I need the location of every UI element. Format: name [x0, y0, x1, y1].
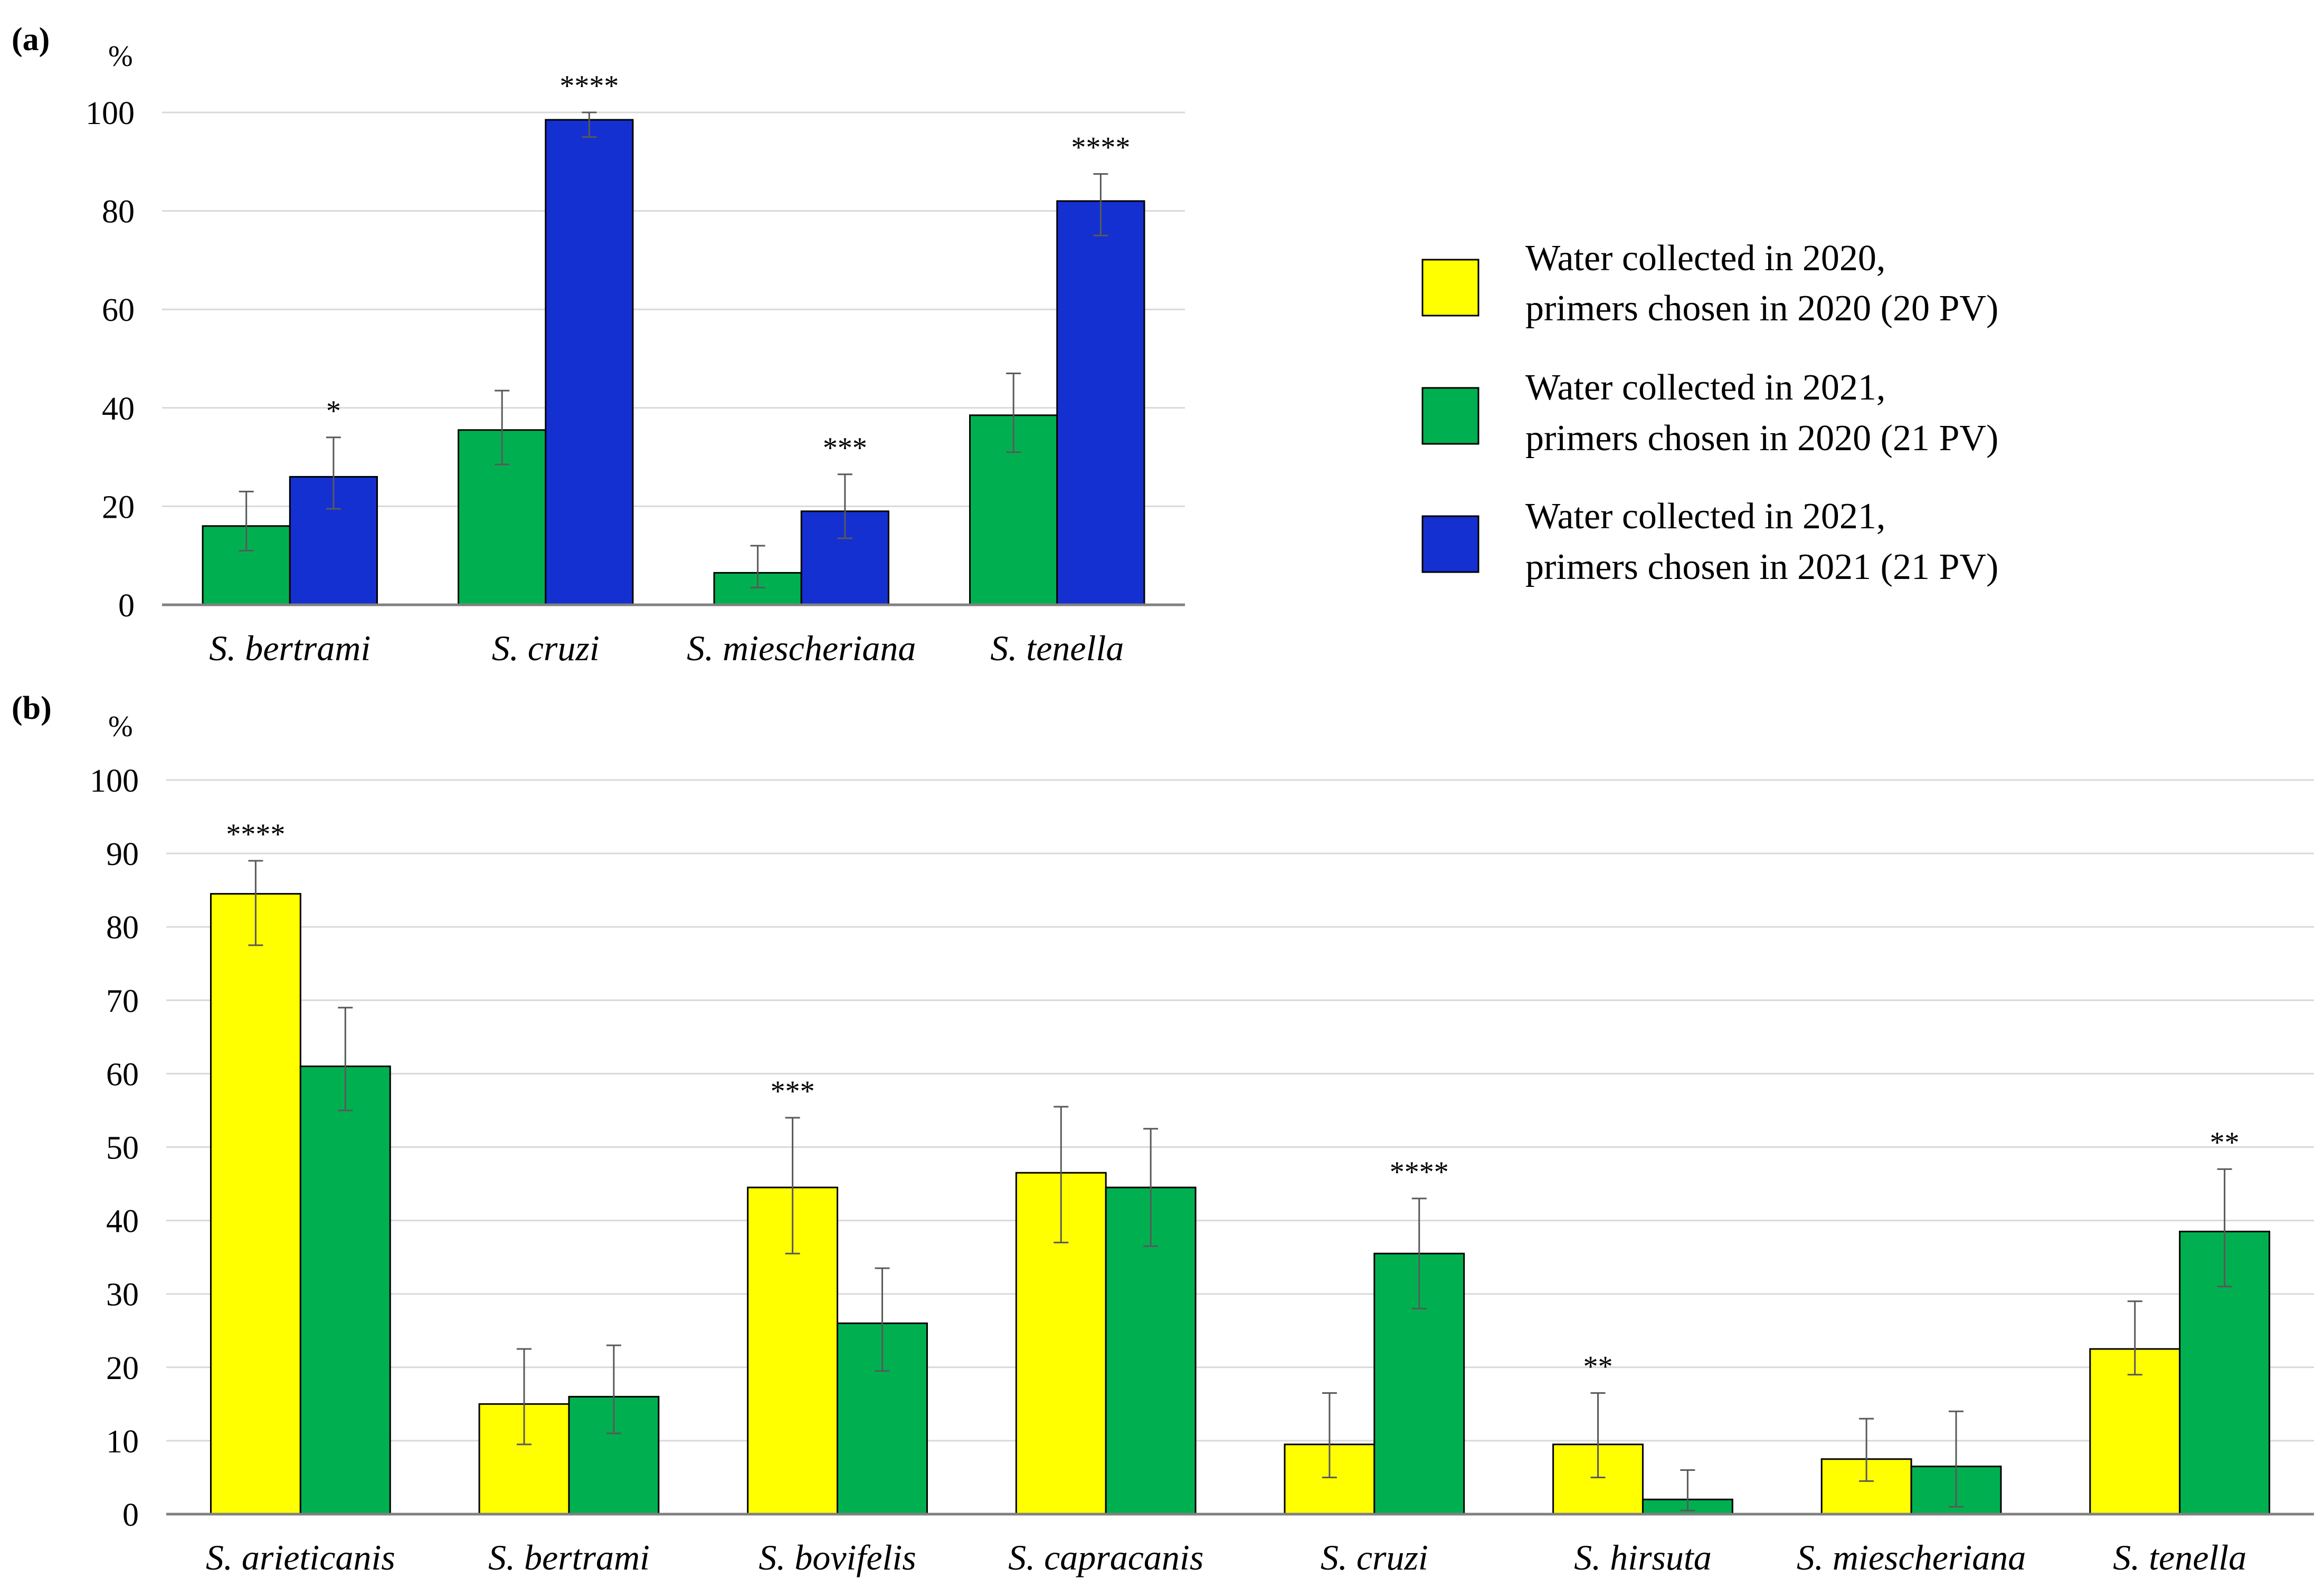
legend-item-2021-2021: Water collected in 2021, primers chosen …	[1421, 496, 1998, 587]
legend-item-line1: Water collected in 2021,	[1525, 496, 1885, 537]
significance-label: ****	[226, 818, 285, 851]
x-tick-label: S. tenella	[990, 628, 1124, 668]
bar-a-c1-s1	[545, 119, 634, 606]
y-tick-label: 80	[102, 194, 135, 230]
panel-a-y-unit: %	[108, 40, 133, 73]
y-tick-label: 100	[86, 96, 135, 131]
panel-a-error-bars	[239, 111, 1108, 588]
y-tick-label: 20	[106, 1351, 139, 1386]
panel-a-label: (a)	[12, 22, 50, 58]
x-tick-label: S. cruzi	[1321, 1537, 1428, 1577]
legend-swatch-blue	[1421, 515, 1479, 573]
panel-b-x-tick-labels: S. arieticanis S. bertrami S. bovifelis S. …	[206, 1537, 2246, 1577]
legend-item-2020-2020: Water collected in 2020, primers chosen …	[1421, 238, 1998, 329]
y-tick-label: 70	[106, 983, 139, 1019]
panel-b-significance-labels: ***************	[226, 818, 2239, 1383]
legend-item-line1: Water collected in 2020,	[1525, 238, 1885, 279]
y-tick-label: 100	[90, 763, 139, 799]
panel-a-significance-labels: ************	[326, 70, 1130, 464]
y-tick-label: 80	[106, 910, 139, 946]
bar-b-c0-s0	[210, 893, 301, 1515]
x-tick-label: S. bertrami	[209, 628, 371, 668]
legend-item-2021-2020: Water collected in 2021, primers chosen …	[1421, 367, 1998, 459]
significance-label: ****	[1390, 1156, 1449, 1189]
significance-label: ***	[771, 1075, 815, 1108]
significance-label: **	[1583, 1350, 1612, 1383]
panel-a-x-tick-labels: S. bertrami S. cruzi S. miescheriana S. ten…	[209, 628, 1124, 668]
panel-b-gridlines	[166, 779, 2314, 1442]
y-tick-label: 10	[106, 1424, 139, 1460]
y-tick-label: 40	[102, 391, 135, 427]
bar-a-c3-s1	[1056, 200, 1145, 606]
legend-item-line2: primers chosen in 2021 (21 PV)	[1525, 547, 1998, 587]
significance-label: ***	[823, 432, 867, 464]
y-tick-label: 0	[122, 1497, 139, 1533]
panel-b-label: (b)	[12, 690, 52, 726]
y-tick-label: 30	[106, 1277, 139, 1313]
panel-b-bars	[210, 893, 2271, 1515]
x-tick-label: S. miescheriana	[687, 628, 916, 668]
x-tick-label: S. miescheriana	[1797, 1537, 2026, 1577]
bar-b-c7-s0	[2089, 1348, 2181, 1515]
legend-item-line2: primers chosen in 2020 (21 PV)	[1525, 418, 1998, 459]
x-tick-label: S. cruzi	[492, 628, 600, 668]
panel-b-y-unit: %	[108, 710, 133, 743]
significance-label: ****	[559, 70, 619, 102]
legend: Water collected in 2020, primers chosen …	[1421, 238, 1998, 587]
panel-b-error-bars	[248, 860, 2232, 1512]
y-tick-label: 90	[106, 836, 139, 872]
panel-b-y-tick-labels: 0 10 20 30 40 50 60 70 80 90 100	[90, 763, 139, 1533]
bar-b-c0-s1	[299, 1065, 391, 1515]
x-tick-label: S. bertrami	[488, 1537, 650, 1577]
significance-label: *	[326, 395, 341, 427]
significance-label: **	[2210, 1126, 2240, 1159]
y-tick-label: 40	[106, 1204, 139, 1240]
y-tick-label: 0	[118, 588, 135, 624]
legend-item-line1: Water collected in 2021,	[1525, 367, 1885, 408]
panel-a-bars	[202, 119, 1145, 606]
legend-swatch-green	[1421, 387, 1479, 445]
significance-label: ****	[1071, 131, 1130, 164]
legend-swatch-yellow	[1421, 259, 1479, 317]
legend-item-line2: primers chosen in 2020 (20 PV)	[1525, 288, 1998, 329]
panel-a-y-tick-labels: 0 20 40 60 80 100	[86, 96, 135, 624]
x-tick-label: S. hirsuta	[1574, 1537, 1712, 1577]
y-tick-label: 50	[106, 1130, 139, 1166]
x-tick-label: S. capracanis	[1008, 1537, 1203, 1577]
y-tick-label: 60	[106, 1057, 139, 1092]
y-tick-label: 60	[102, 292, 135, 328]
y-tick-label: 20	[102, 489, 135, 525]
x-tick-label: S. arieticanis	[206, 1537, 395, 1577]
x-tick-label: S. tenella	[2113, 1537, 2246, 1577]
x-tick-label: S. bovifelis	[758, 1537, 916, 1577]
